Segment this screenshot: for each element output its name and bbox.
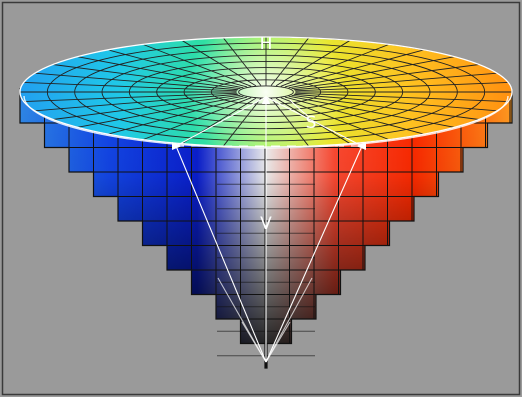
hue-disc — [19, 36, 513, 148]
value-label: V — [260, 214, 272, 234]
construction-lines — [23, 95, 509, 363]
saturation-label: S — [306, 113, 317, 133]
hue-label: H — [260, 34, 273, 54]
